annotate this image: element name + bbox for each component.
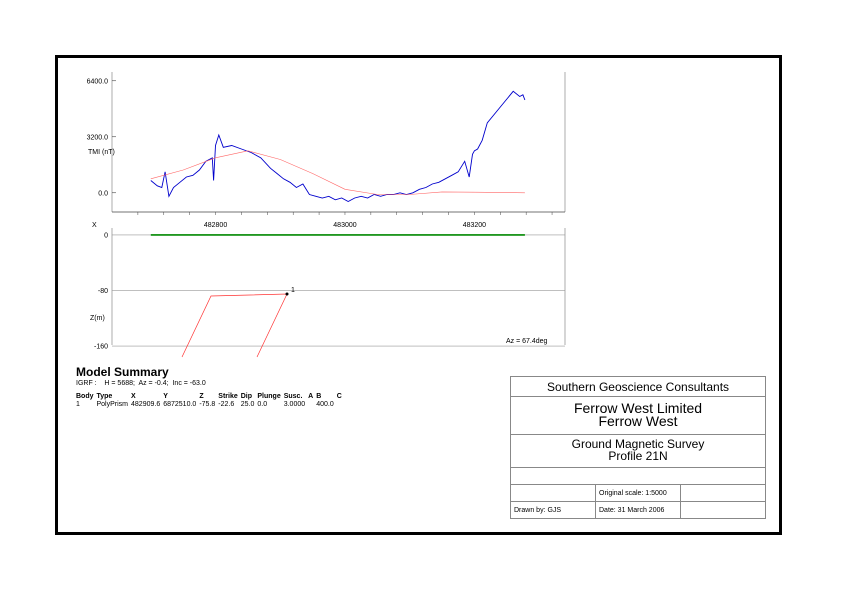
tmi-ytick-label-2: 0.0 [98,190,108,197]
igrf-line: IGRF : H = 5688; Az = -0.4; Inc = -63.0 [76,380,206,387]
col-header-2: X [131,393,136,400]
table-row: 1 PolyPrism 482909.6 6872510.0 -75.8 -22.6 25.… [76,401,345,409]
cell-5: -22.6 [218,401,235,408]
page-frame [55,55,782,535]
tmi-ytick-label-0: 6400.0 [87,78,109,85]
col-header-6: Dip [240,393,253,400]
cell-2: 482909.6 [131,401,161,408]
scale-cell: Original scale: 1:5000 [596,485,681,501]
cell-8: 3.0000 [283,401,306,408]
body-handle[interactable] [285,292,289,296]
cell-3: 6872510.0 [163,401,197,408]
cell-9 [308,401,316,409]
client-row: Ferrow West Limited Ferrow West [511,397,765,435]
col-header-0: Body [76,393,94,400]
tmi-ytick-label-1: 3200.0 [87,134,109,141]
body-label: 1 [291,287,295,294]
company-name: Southern Geoscience Consultants [546,380,730,394]
title-block: Southern Geoscience Consultants Ferrow W… [510,376,766,519]
model-summary-title: Model Summary [76,365,169,379]
model-body[interactable]: 1 [181,287,295,358]
model-body-outline [181,293,288,358]
survey-name: Ground Magnetic Survey [571,437,705,451]
xtick-label-1: 483000 [333,222,356,229]
cell-10: 400.0 [316,401,334,408]
client-name: Ferrow West Limited [573,400,703,416]
col-header-9: A [308,393,314,400]
tmi-panel: 6400.0 3200.0 0.0 482800 483000 483200 TMI (n… [87,72,566,229]
cell-6: 25.0 [240,401,255,408]
depth-tick-label-0: 0 [104,232,108,239]
col-header-3: Y [163,393,168,400]
tmi-model-line [150,150,525,195]
tmi-observed-line [150,90,526,203]
survey-row: Ground Magnetic Survey Profile 21N [511,435,765,468]
cell-1: PolyPrism [96,401,129,408]
col-header-10: B [316,393,322,400]
drawn-by-cell: Drawn by: GJS [511,502,596,519]
table-header-row: Body Type X Y Z Strike Dip Plunge Susc. A B C [76,393,345,401]
model-summary-table: Body Type X Y Z Strike Dip Plunge Susc. A B C 1 Poly… [76,393,345,409]
cell-11 [337,401,345,409]
date-cell: Date: 31 March 2006 [596,502,681,519]
cell-7: 0.0 [257,401,268,408]
cell-0: 1 [76,401,80,408]
col-header-8: Susc. [283,393,303,400]
drawn-row: Drawn by: GJS Date: 31 March 2006 [511,502,765,519]
profile-name: Profile 21N [608,449,668,463]
project-name: Ferrow West [598,413,678,429]
col-header-7: Plunge [257,393,281,400]
col-header-1: Type [96,393,113,400]
scale-blank-cell [511,485,596,501]
z-axis-label: Z(m) [90,315,105,322]
x-axis-label: X [92,222,97,229]
scale-row: Original scale: 1:5000 [511,485,765,502]
cell-4: -75.8 [199,401,216,408]
blank-row [511,468,765,485]
company-row: Southern Geoscience Consultants [511,377,765,397]
xtick-label-0: 482800 [204,222,227,229]
xtick-label-2: 483200 [463,222,486,229]
col-header-5: Strike [218,393,238,400]
depth-tick-label-2: -160 [94,344,108,351]
depth-tick-label-1: -80 [98,288,108,295]
tmi-axis-label: TMI (nT) [88,149,115,156]
azimuth-annotation: Az = 67.4deg [506,338,548,345]
section-panel: X Z(m) 0 -80 -160 1 Az = 67.4deg [90,222,566,358]
col-header-11: C [336,393,342,400]
col-header-4: Z [199,393,204,400]
